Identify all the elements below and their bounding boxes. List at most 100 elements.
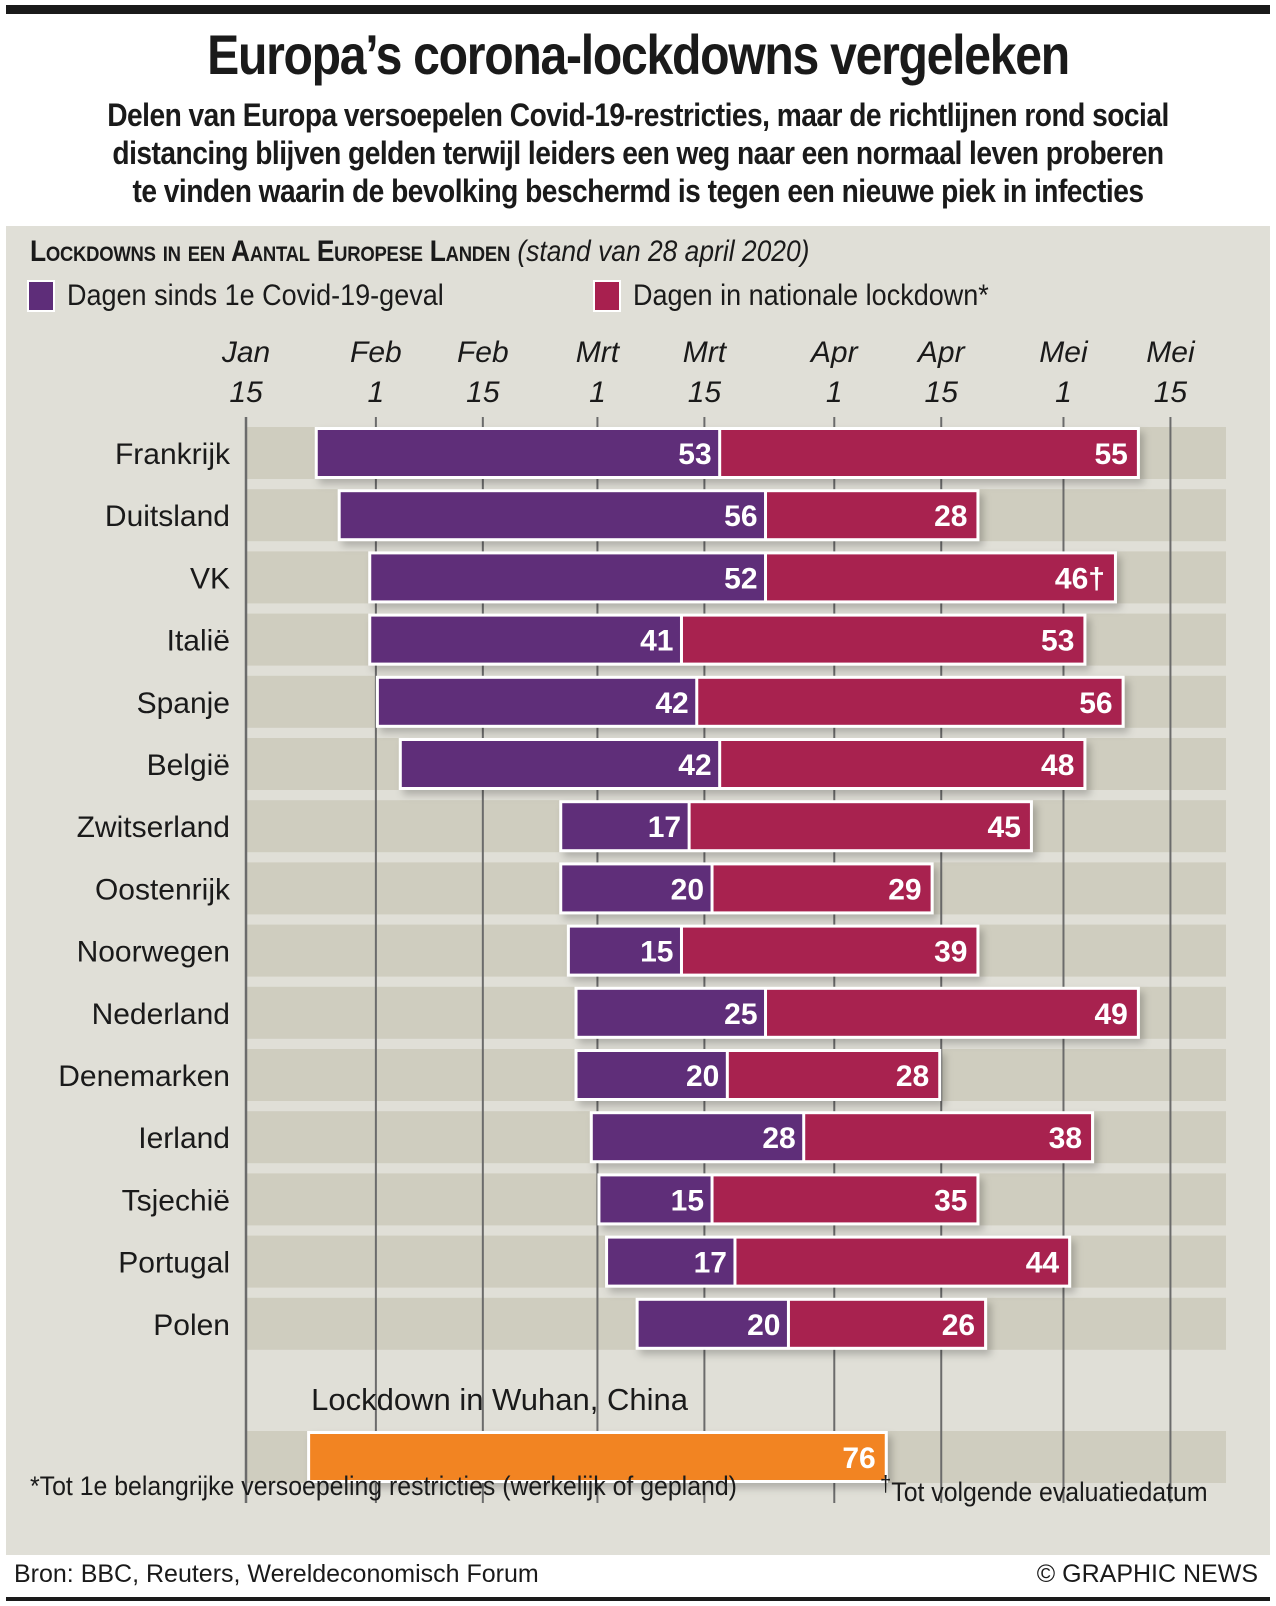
bar-first-case — [577, 1052, 726, 1098]
bar-value-first-case: 20 — [686, 1060, 719, 1093]
bar-value-lockdown: 56 — [1079, 687, 1112, 720]
bottom-rule — [6, 1597, 1270, 1601]
country-label: Nederland — [92, 998, 230, 1031]
bar-value-first-case: 15 — [671, 1184, 704, 1217]
footnote-dagger-text: Tot volgende evaluatiedatum — [891, 1477, 1208, 1507]
bar-value-lockdown: 44 — [1026, 1247, 1060, 1280]
country-label: Noorwegen — [77, 936, 230, 969]
bar-value-first-case: 52 — [724, 562, 757, 595]
bar-first-case — [592, 1114, 803, 1161]
bar-lockdown — [682, 927, 977, 974]
bar-first-case — [371, 554, 765, 601]
tick-label-month: Mrt — [576, 336, 621, 369]
top-rule — [6, 5, 1270, 14]
bar-value-wuhan: 76 — [842, 1442, 875, 1475]
x-axis-ticks: Jan 15 Feb 1 Feb 15 Mrt 1 Mrt 15 Apr 1 Apr 15 Mei 1 Mei 1… — [221, 336, 1196, 409]
country-label: Portugal — [118, 1247, 230, 1280]
copyright: © GRAPHIC NEWS — [1036, 1560, 1258, 1588]
source-credit: Bron: BBC, Reuters, Wereldeconomisch For… — [14, 1560, 539, 1588]
legend-swatch-first-case — [27, 280, 55, 312]
country-label: België — [147, 749, 230, 782]
bar-value-lockdown: 28 — [896, 1060, 929, 1093]
bar-value-first-case: 17 — [648, 811, 681, 844]
bar-lockdown — [713, 865, 931, 912]
bar-value-lockdown: 26 — [942, 1309, 975, 1342]
tick-label-day: 15 — [466, 376, 500, 409]
bar-lockdown — [682, 616, 1084, 663]
country-label: Zwitserland — [77, 811, 230, 844]
bar-group — [559, 862, 934, 915]
country-labels: Frankrijk Duitsland VK Italië Spanje België Zw… — [58, 438, 688, 1417]
tick-label-month: Mei — [1039, 336, 1089, 369]
subtitle-line: Delen van Europa versoepelen Covid-19-re… — [107, 97, 1169, 133]
bar-first-case — [577, 989, 765, 1036]
footnote-lockdown-definition: *Tot 1e belangrijke versoepeling restric… — [30, 1471, 737, 1501]
bar-group — [368, 551, 1117, 604]
bar-first-case — [401, 741, 719, 787]
bar-first-case — [317, 430, 719, 476]
bar-lockdown — [728, 1052, 939, 1098]
bar-lockdown — [721, 741, 1084, 787]
bar-value-lockdown: 38 — [1049, 1122, 1082, 1155]
bar-value-lockdown: 55 — [1095, 438, 1128, 471]
tick-label-month: Feb — [350, 336, 402, 369]
legend-item-first-case: Dagen sinds 1e Covid-19-geval — [27, 279, 486, 313]
tick-label-month: Feb — [457, 336, 509, 369]
country-label: Denemarken — [58, 1060, 230, 1093]
bar-group — [398, 738, 1087, 790]
bar-value-first-case: 15 — [640, 936, 673, 969]
subtitle: Delen van Europa versoepelen Covid-19-re… — [0, 96, 1276, 210]
tick-label-day: 15 — [1154, 376, 1188, 409]
bar-value-lockdown: 46† — [1055, 562, 1105, 595]
bar-lockdown — [736, 1238, 1069, 1285]
bar-lockdown — [690, 803, 1030, 850]
bar-first-case — [608, 1238, 734, 1285]
country-label: Tsjechië — [122, 1184, 230, 1217]
dagger-mark: † — [880, 1471, 892, 1496]
bar-value-first-case: 20 — [671, 873, 704, 906]
bar-value-first-case: 17 — [694, 1247, 727, 1280]
bar-group — [597, 1173, 980, 1226]
bar-value-lockdown: 48 — [1041, 749, 1074, 782]
bar-lockdown — [713, 1176, 977, 1223]
tick-label-day: 15 — [925, 376, 959, 409]
bar-value-first-case: 20 — [747, 1309, 780, 1342]
bar-first-case — [340, 492, 765, 539]
country-label: Ierland — [138, 1122, 230, 1155]
bar-value-lockdown: 49 — [1095, 998, 1128, 1031]
tick-label-month: Mrt — [683, 336, 728, 369]
tick-label-month: Mei — [1146, 336, 1196, 369]
subtitle-line: distancing blijven gelden terwijl leider… — [112, 135, 1164, 171]
bar-value-first-case: 41 — [640, 625, 673, 658]
bar-value-first-case: 56 — [724, 500, 757, 533]
bar-value-lockdown: 35 — [934, 1184, 967, 1217]
country-label: Spanje — [137, 687, 230, 720]
bar-group — [368, 613, 1087, 666]
bar-group — [635, 1297, 988, 1350]
bar-value-first-case: 42 — [655, 687, 688, 720]
tick-label-day: 1 — [826, 376, 843, 409]
bar-first-case — [371, 616, 680, 663]
bar-group — [559, 800, 1033, 853]
tick-label-day: 1 — [368, 376, 385, 409]
bar-value-lockdown: 29 — [888, 873, 921, 906]
page-title: Europa’s corona-lockdowns vergeleken — [207, 23, 1070, 86]
bar-group — [375, 675, 1125, 728]
legend-swatch-lockdown — [593, 280, 621, 312]
country-label: Italië — [167, 625, 230, 658]
bar-group — [337, 489, 980, 542]
tick-label-day: 1 — [1055, 376, 1072, 409]
legend-label: Dagen in nationale lockdown* — [633, 279, 989, 312]
bar-group — [566, 924, 980, 977]
bar-first-case — [638, 1300, 787, 1347]
tick-label-day: 15 — [229, 376, 263, 409]
bar-group — [605, 1235, 1072, 1288]
chart-heading: Lockdowns in een Aantal Europese Landen … — [30, 235, 809, 269]
tick-label-day: 1 — [589, 376, 606, 409]
bar-value-first-case: 28 — [762, 1122, 795, 1155]
bar-lockdown — [698, 678, 1122, 725]
wuhan-label: Lockdown in Wuhan, China — [311, 1382, 689, 1417]
bar-value-lockdown: 53 — [1041, 625, 1074, 658]
bar-group — [574, 986, 1140, 1039]
bar-group-wuhan — [307, 1431, 888, 1483]
